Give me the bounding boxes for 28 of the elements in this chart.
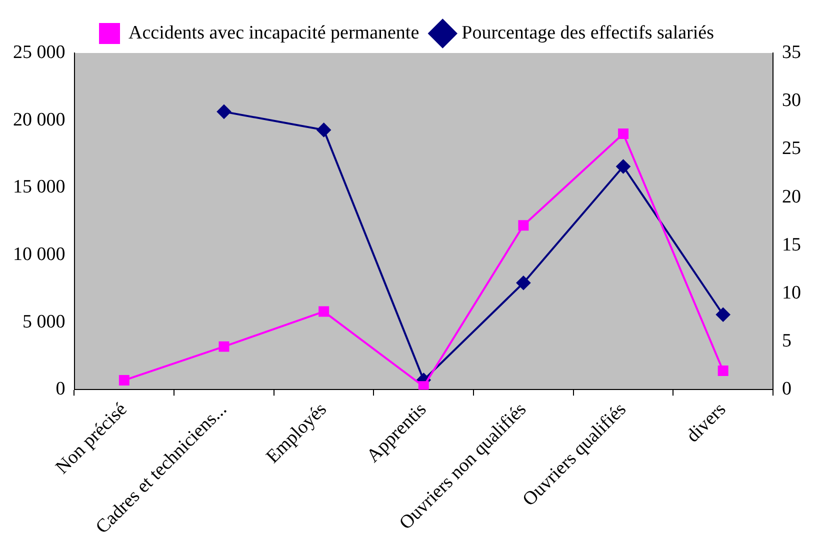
y-tick-label: 5 000 (22, 311, 66, 332)
point (218, 341, 230, 352)
y-tick-label: 0 (56, 378, 66, 400)
y2-tick-label: 25 (782, 138, 801, 160)
point (716, 308, 730, 322)
y2-tick-label: 0 (782, 378, 792, 400)
y-tick-label: 20 000 (13, 109, 66, 130)
point (518, 220, 529, 231)
y2-tick-label: 20 (782, 186, 801, 208)
y2-tick-label: 15 (782, 234, 801, 256)
y2-tick-label: 35 (782, 42, 801, 63)
point (216, 104, 231, 119)
point (418, 381, 429, 390)
y2-tick-label: 5 (782, 330, 792, 352)
point (616, 160, 630, 174)
y2-tick-label: 10 (782, 282, 801, 304)
y-tick-label: 25 000 (13, 42, 66, 63)
y-tick-label: 15 000 (13, 176, 66, 198)
y2-tick-label: 30 (782, 90, 801, 112)
point (718, 366, 728, 376)
y-tick-label: 10 000 (13, 244, 66, 265)
legend-label: Accidents avec incapacité permanente (128, 22, 420, 44)
legend-label: Pourcentage des effectifs salariés (462, 22, 714, 44)
point (516, 276, 530, 290)
point (316, 122, 331, 137)
point (118, 374, 130, 386)
point (318, 306, 330, 317)
point (618, 128, 629, 140)
